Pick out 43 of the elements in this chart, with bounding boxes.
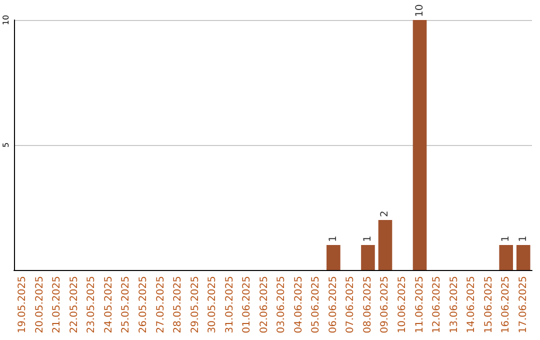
x-tick-label: 04.06.2025 bbox=[293, 276, 304, 334]
x-tick-label: 15.06.2025 bbox=[483, 276, 494, 334]
x-tick-label: 24.05.2025 bbox=[103, 276, 114, 334]
x-tick-label: 02.06.2025 bbox=[258, 276, 270, 334]
x-tick-label: 22.05.2025 bbox=[68, 276, 80, 334]
x-tick-label: 21.05.2025 bbox=[52, 276, 63, 334]
x-tick-label: 17.06.2025 bbox=[518, 276, 529, 334]
x-tick-label: 13.06.2025 bbox=[448, 276, 460, 334]
x-tick-label: 30.05.2025 bbox=[207, 276, 218, 334]
x-tick-label: 10.06.2025 bbox=[397, 276, 408, 334]
x-tick-label: 23.05.2025 bbox=[86, 276, 98, 334]
data-label: 1 bbox=[500, 236, 512, 242]
x-tick-label: 12.06.2025 bbox=[432, 276, 443, 334]
x-tick-label: 28.05.2025 bbox=[172, 276, 184, 334]
x-tick-label: 11.06.2025 bbox=[414, 276, 426, 334]
x-tick-label: 09.06.2025 bbox=[380, 276, 391, 334]
x-tick-label: 14.06.2025 bbox=[466, 276, 478, 334]
x-tick-label: 27.05.2025 bbox=[155, 276, 166, 334]
data-label: 1 bbox=[518, 236, 529, 242]
bar bbox=[499, 245, 514, 270]
data-label: 1 bbox=[328, 236, 339, 242]
x-tick-label: 19.05.2025 bbox=[17, 276, 28, 334]
y-tick-label: 5 bbox=[2, 142, 10, 148]
x-tick-label: 03.06.2025 bbox=[276, 276, 288, 334]
bar bbox=[378, 220, 392, 270]
bar bbox=[326, 245, 340, 270]
x-tick-label: 16.06.2025 bbox=[500, 276, 512, 334]
x-tick-label: 07.06.2025 bbox=[345, 276, 356, 334]
x-tick-label: 06.06.2025 bbox=[328, 276, 339, 334]
bar bbox=[516, 245, 530, 270]
x-tick-label: 26.05.2025 bbox=[138, 276, 149, 334]
x-tick-label: 29.05.2025 bbox=[190, 276, 201, 334]
x-tick-label: 25.05.2025 bbox=[120, 276, 132, 334]
data-label: 2 bbox=[380, 210, 391, 217]
x-tick-label: 01.06.2025 bbox=[242, 276, 253, 334]
x-tick-label: 05.06.2025 bbox=[310, 276, 322, 334]
bar bbox=[361, 245, 375, 270]
data-label: 1 bbox=[362, 236, 374, 242]
bar bbox=[412, 20, 427, 270]
data-label: 10 bbox=[414, 4, 426, 17]
x-tick-label: 31.05.2025 bbox=[224, 276, 236, 334]
x-tick-label: 08.06.2025 bbox=[362, 276, 374, 334]
x-tick-label: 20.05.2025 bbox=[34, 276, 46, 334]
